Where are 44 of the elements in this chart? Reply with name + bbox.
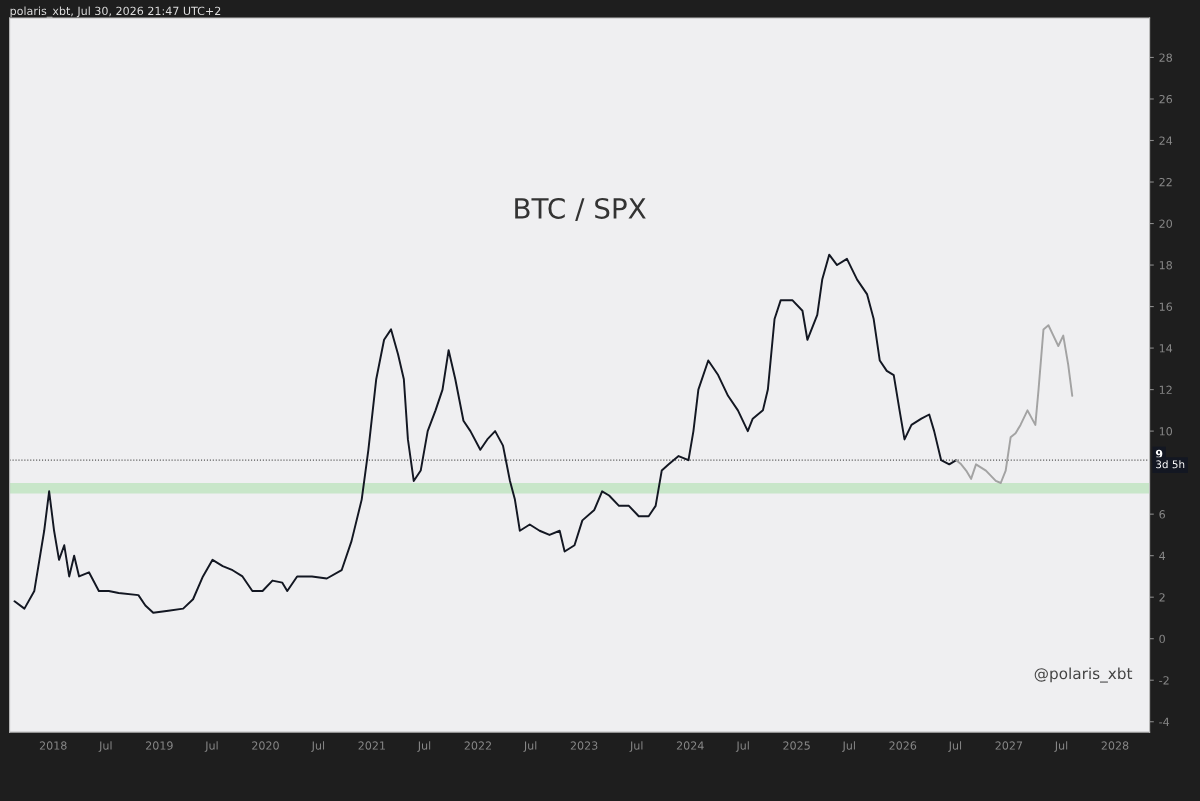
- y-tick-label: 10: [1159, 427, 1173, 436]
- y-tick-label: 24: [1159, 136, 1173, 145]
- x-tick-label: Jul: [735, 741, 749, 752]
- x-tick-label: 2023: [570, 741, 598, 750]
- annotation: @polaris_xbt: [1034, 667, 1133, 683]
- text: 3d 5h: [1156, 460, 1185, 469]
- x-tick-label: 2021: [358, 741, 385, 750]
- y-tick-label: 12: [1159, 385, 1172, 394]
- chart-subtitle: polaris_xbt, Jul 30, 2026 21:47 UTC+2: [10, 6, 221, 18]
- x-tick-label: 2025: [783, 741, 810, 750]
- x-tick-label: 2019: [146, 741, 173, 750]
- x-tick-label: 2026: [889, 741, 917, 750]
- line-series: [13, 253, 958, 614]
- y-tick-label: 14: [1159, 344, 1173, 353]
- x-tick-label: 2018: [39, 741, 67, 750]
- x-tick-label: 2024: [676, 741, 704, 750]
- x-tick-label: 2028: [1101, 741, 1129, 750]
- y-tick-label: -2: [1159, 676, 1169, 685]
- y-tick-label: 18: [1159, 261, 1173, 270]
- y-tick-label: -4: [1159, 717, 1170, 726]
- y-tick-label: 6: [1159, 510, 1165, 519]
- x-tick-label: Jul: [841, 741, 855, 752]
- x-tick-label: Jul: [1054, 741, 1068, 752]
- x-tick-label: Jul: [98, 741, 112, 752]
- y-tick-label: 28: [1159, 53, 1173, 62]
- ref-line-label: 9: [1155, 449, 1163, 459]
- x-tick-label: Jul: [523, 741, 537, 752]
- y-tick-label: 0: [1159, 634, 1165, 644]
- x-tick-label: 2027: [995, 741, 1023, 750]
- x-tick-label: Jul: [948, 741, 962, 752]
- y-tick-label: 22: [1159, 177, 1172, 187]
- text: BTC / SPX: [515, 197, 646, 222]
- x-tick-label: Jul: [204, 741, 218, 752]
- x-tick-label: Jul: [311, 741, 325, 752]
- x-tick-label: 2020: [252, 741, 279, 750]
- y-tick-label: 26: [1159, 94, 1173, 104]
- x-tick-label: 2022: [464, 741, 492, 750]
- x-tick-label: Jul: [417, 741, 431, 752]
- line-series: [955, 324, 1074, 484]
- y-tick-label: 2: [1159, 593, 1165, 602]
- y-tick-label: 4: [1159, 551, 1166, 560]
- y-tick-label: 16: [1159, 302, 1173, 311]
- y-tick-label: 20: [1159, 219, 1173, 228]
- x-tick-label: Jul: [629, 741, 643, 752]
